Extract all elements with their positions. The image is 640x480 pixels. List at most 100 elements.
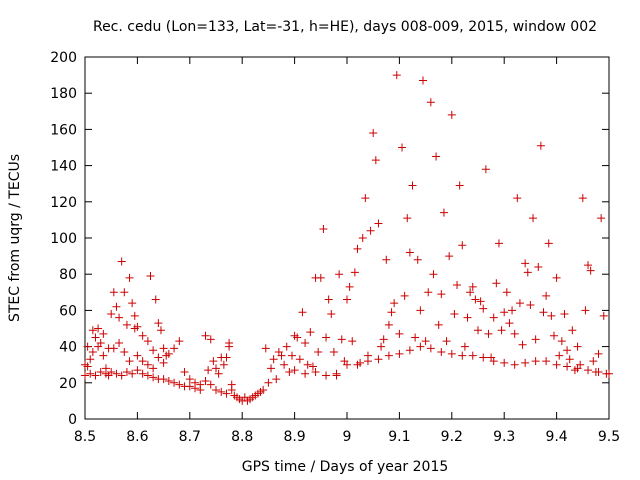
data-point — [337, 335, 346, 344]
data-point — [484, 329, 493, 338]
data-point — [322, 371, 331, 380]
data-point — [81, 371, 89, 380]
data-point — [314, 348, 323, 357]
data-point — [101, 369, 110, 378]
data-point — [384, 351, 393, 360]
data-point — [421, 337, 430, 346]
data-point — [418, 76, 427, 85]
data-point — [489, 313, 498, 322]
data-point — [555, 351, 564, 360]
x-tick-label: 8.8 — [231, 429, 253, 445]
data-point — [222, 389, 231, 398]
data-point — [474, 326, 482, 335]
data-point — [481, 165, 490, 174]
data-point — [170, 378, 179, 387]
y-tick-label: 120 — [50, 195, 77, 211]
data-point — [405, 346, 414, 355]
data-point — [445, 252, 454, 261]
data-point — [99, 351, 108, 360]
data-point — [413, 255, 422, 264]
x-axis-label: GPS time / Days of year 2015 — [242, 459, 449, 475]
data-point — [353, 360, 362, 369]
data-point — [573, 364, 582, 373]
data-point — [447, 349, 456, 358]
data-point — [366, 226, 375, 235]
data-point — [120, 288, 129, 297]
data-point — [335, 270, 344, 279]
data-point — [175, 380, 184, 389]
data-point — [348, 337, 357, 346]
data-point — [361, 194, 370, 203]
y-tick-label: 180 — [50, 86, 77, 102]
data-point — [353, 244, 362, 253]
data-point — [138, 357, 147, 366]
data-point — [277, 351, 286, 360]
data-point — [290, 366, 299, 375]
data-point — [261, 344, 270, 353]
y-tick-label: 160 — [50, 122, 77, 138]
data-point — [298, 308, 307, 317]
data-point — [416, 342, 425, 351]
data-point — [398, 143, 407, 152]
data-point — [217, 387, 226, 396]
data-point — [505, 319, 514, 328]
y-axis-label: STEC from uqrg / TECUs — [7, 154, 23, 322]
data-point — [143, 371, 152, 380]
data-point — [426, 344, 435, 353]
data-point — [128, 369, 137, 378]
data-point — [434, 320, 443, 329]
data-point — [175, 337, 184, 346]
data-point — [492, 279, 501, 288]
data-point — [201, 331, 210, 340]
data-point — [539, 308, 548, 317]
data-point — [319, 224, 328, 233]
data-point — [403, 214, 412, 223]
data-point — [117, 257, 126, 266]
data-point — [225, 342, 234, 351]
data-point — [86, 369, 95, 378]
data-point — [405, 248, 414, 257]
data-point — [581, 306, 590, 315]
data-point — [594, 367, 603, 376]
data-point — [185, 382, 194, 391]
data-point — [117, 371, 126, 380]
data-point — [88, 348, 97, 357]
data-point — [542, 357, 551, 366]
data-point — [547, 311, 556, 320]
data-point — [371, 156, 380, 165]
data-point — [345, 282, 354, 291]
data-point — [122, 320, 131, 329]
data-point — [180, 367, 189, 376]
data-point — [563, 346, 572, 355]
y-tick-label: 40 — [59, 340, 77, 356]
x-tick-label: 8.6 — [126, 429, 148, 445]
data-point — [164, 349, 173, 358]
x-tick-label: 9.2 — [441, 429, 463, 445]
data-point — [107, 310, 116, 319]
data-point — [212, 364, 220, 373]
data-point — [513, 194, 522, 203]
x-tick-label: 9.5 — [598, 429, 620, 445]
data-point — [518, 340, 527, 349]
data-point — [115, 338, 124, 347]
chart-title: Rec. cedu (Lon=133, Lat=-31, h=HE), days… — [93, 19, 597, 35]
data-point — [343, 295, 351, 304]
data-point — [138, 331, 147, 340]
x-tick-label: 9.1 — [388, 429, 410, 445]
data-point — [332, 371, 341, 380]
data-point — [146, 272, 155, 281]
data-point — [437, 290, 446, 299]
data-point — [536, 141, 545, 150]
data-point — [466, 288, 475, 297]
data-point — [219, 360, 228, 369]
data-point — [269, 355, 278, 364]
data-point — [463, 313, 472, 322]
y-tick-label: 60 — [59, 303, 77, 319]
data-point — [149, 346, 158, 355]
data-point — [395, 329, 404, 338]
data-point — [390, 299, 399, 308]
data-point — [363, 357, 372, 366]
data-point — [531, 335, 540, 344]
data-point — [149, 373, 158, 382]
